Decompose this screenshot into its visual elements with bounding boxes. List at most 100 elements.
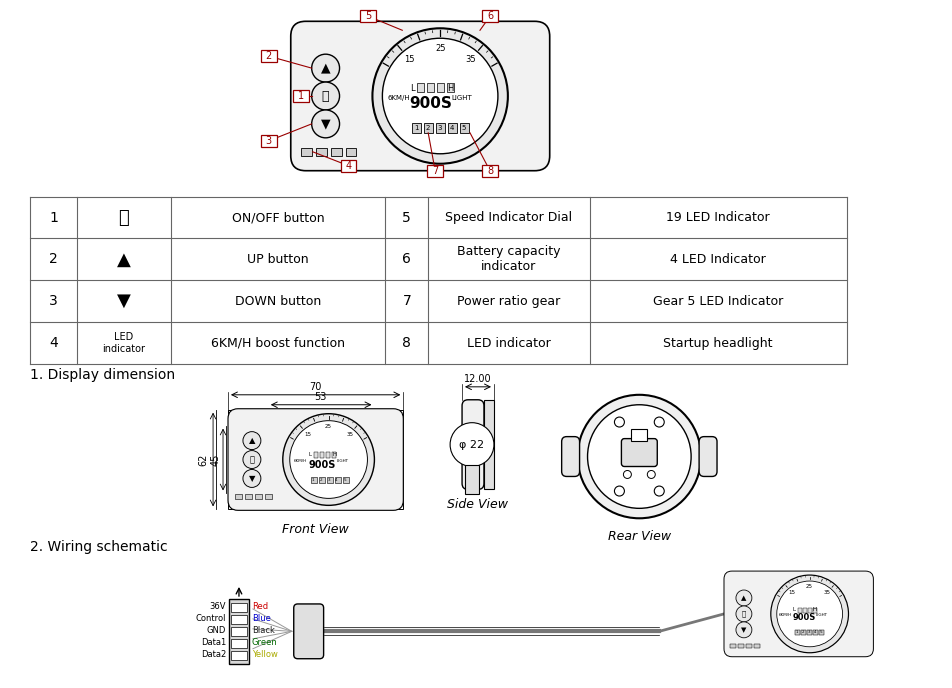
Text: Control: Control xyxy=(195,614,226,623)
Circle shape xyxy=(654,486,664,496)
Text: 53: 53 xyxy=(314,391,327,402)
Text: 2. Wiring schematic: 2. Wiring schematic xyxy=(30,540,168,554)
Circle shape xyxy=(735,606,751,622)
Circle shape xyxy=(311,54,339,82)
Text: Black: Black xyxy=(251,626,274,635)
Bar xyxy=(310,477,316,484)
Circle shape xyxy=(614,417,624,427)
Circle shape xyxy=(311,82,339,110)
Bar xyxy=(254,495,262,499)
FancyBboxPatch shape xyxy=(228,409,403,510)
Bar xyxy=(228,410,403,509)
FancyBboxPatch shape xyxy=(462,400,484,489)
Text: 4: 4 xyxy=(449,125,454,131)
Text: 15: 15 xyxy=(404,55,414,64)
Bar xyxy=(228,599,248,664)
Text: 2: 2 xyxy=(426,125,430,131)
Text: ▼: ▼ xyxy=(248,474,255,483)
Bar xyxy=(460,123,468,133)
Text: 25: 25 xyxy=(434,44,445,53)
Bar xyxy=(327,477,332,484)
Circle shape xyxy=(382,39,497,154)
Bar xyxy=(330,148,341,155)
Circle shape xyxy=(614,486,624,496)
Text: 2: 2 xyxy=(50,252,58,266)
Text: Front View: Front View xyxy=(282,523,348,536)
Text: 1: 1 xyxy=(50,211,58,224)
Bar xyxy=(482,10,497,22)
Text: ▲: ▲ xyxy=(741,595,745,601)
FancyBboxPatch shape xyxy=(290,21,549,171)
Text: 8: 8 xyxy=(486,166,492,175)
Bar xyxy=(360,10,376,22)
Bar xyxy=(812,608,816,613)
Circle shape xyxy=(311,110,339,138)
Text: 19 LED Indicator: 19 LED Indicator xyxy=(665,211,769,224)
Text: 4 LED Indicator: 4 LED Indicator xyxy=(669,253,765,266)
Bar xyxy=(292,90,308,102)
Text: LED indicator: LED indicator xyxy=(466,336,550,350)
Bar xyxy=(426,83,434,92)
Bar xyxy=(318,477,325,484)
Text: Yellow: Yellow xyxy=(251,650,277,659)
Text: ⏻: ⏻ xyxy=(741,611,745,617)
FancyBboxPatch shape xyxy=(561,437,579,477)
Text: ▼: ▼ xyxy=(321,118,330,131)
Bar xyxy=(301,148,311,155)
Text: 2: 2 xyxy=(801,630,803,634)
Circle shape xyxy=(243,451,261,469)
Text: 5: 5 xyxy=(819,630,821,634)
Text: 36V: 36V xyxy=(209,603,226,612)
Text: 12.00: 12.00 xyxy=(464,374,491,384)
Text: 6KM/H boost function: 6KM/H boost function xyxy=(211,336,345,350)
Text: 1. Display dimension: 1. Display dimension xyxy=(30,368,175,382)
Text: ON/OFF button: ON/OFF button xyxy=(231,211,325,224)
Bar xyxy=(424,123,433,133)
FancyBboxPatch shape xyxy=(621,439,657,466)
Text: 62: 62 xyxy=(198,453,208,466)
Bar xyxy=(417,83,424,92)
Text: L: L xyxy=(409,83,414,93)
Circle shape xyxy=(372,28,507,164)
Text: 3: 3 xyxy=(437,125,442,131)
Text: 2: 2 xyxy=(319,478,322,482)
Circle shape xyxy=(283,413,374,506)
Text: H: H xyxy=(446,83,453,93)
Bar xyxy=(745,644,751,648)
Circle shape xyxy=(243,431,261,449)
Text: φ 22: φ 22 xyxy=(459,440,484,449)
Bar xyxy=(412,123,421,133)
Text: Speed Indicator Dial: Speed Indicator Dial xyxy=(445,211,572,224)
Bar xyxy=(346,148,356,155)
Text: 1: 1 xyxy=(297,91,304,101)
Text: ▲: ▲ xyxy=(321,62,330,74)
Text: L: L xyxy=(791,608,794,612)
Bar xyxy=(436,123,445,133)
Bar xyxy=(465,464,479,495)
Bar xyxy=(812,630,817,635)
Circle shape xyxy=(776,581,842,647)
Text: 7: 7 xyxy=(402,294,410,308)
Text: 5: 5 xyxy=(343,478,346,482)
Text: Gear 5 LED Indicator: Gear 5 LED Indicator xyxy=(652,294,783,308)
Bar xyxy=(437,83,444,92)
Bar xyxy=(319,451,324,458)
Circle shape xyxy=(243,469,261,487)
Bar xyxy=(245,495,251,499)
Bar xyxy=(753,644,759,648)
Bar xyxy=(315,148,327,155)
Text: 6: 6 xyxy=(486,11,492,21)
Text: 7: 7 xyxy=(431,166,438,175)
Bar xyxy=(230,638,247,648)
Bar xyxy=(447,123,457,133)
Text: 900S: 900S xyxy=(792,614,816,623)
Text: 1: 1 xyxy=(413,125,418,131)
Circle shape xyxy=(770,575,847,653)
Circle shape xyxy=(623,471,631,478)
Text: Green: Green xyxy=(251,638,277,647)
Bar xyxy=(230,627,247,636)
Bar xyxy=(340,160,356,172)
Text: L: L xyxy=(307,452,311,457)
Text: 3: 3 xyxy=(327,478,329,482)
Bar xyxy=(446,83,453,92)
